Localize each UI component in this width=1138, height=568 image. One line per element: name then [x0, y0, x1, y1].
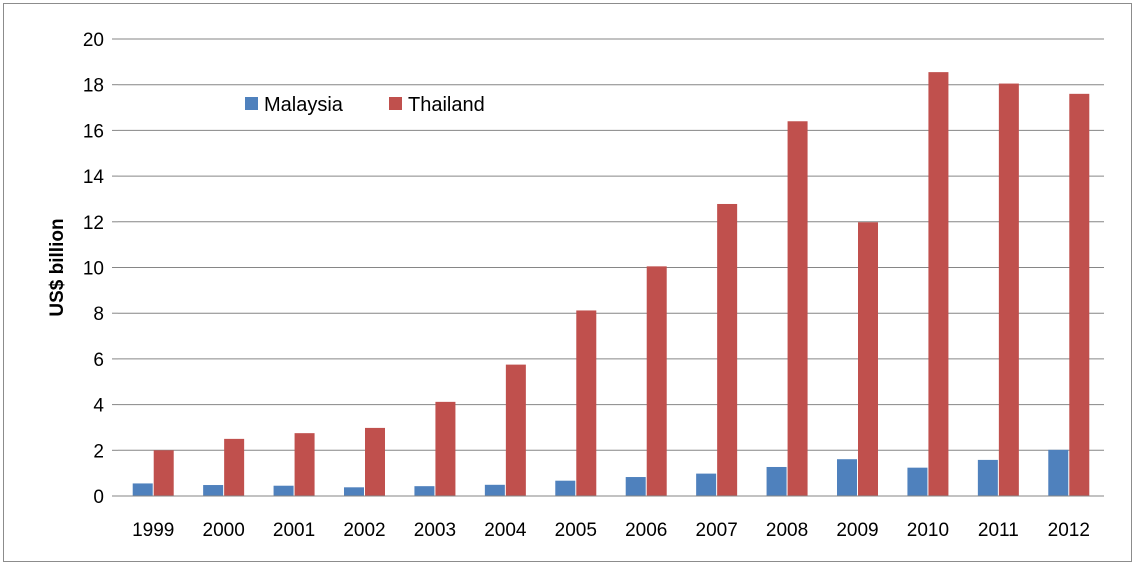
x-tick-label: 2001 — [273, 520, 315, 541]
y-axis-title: US$ billion — [47, 218, 68, 316]
y-tick-label: 18 — [83, 76, 104, 97]
bar-thailand-2007 — [717, 203, 738, 497]
x-tick-label: 2004 — [484, 520, 527, 541]
bar-malaysia-2002 — [344, 487, 364, 496]
x-axis-tick-labels: 1999 2000 2001 2002 2003 2004 2005 2006 2007 2008… — [132, 520, 1090, 541]
y-tick-label: 0 — [93, 487, 104, 508]
bar-malaysia-1999 — [132, 483, 153, 496]
x-tick-label: 2011 — [978, 520, 1019, 541]
y-tick-label: 10 — [83, 259, 104, 280]
x-tick-label: 2008 — [766, 520, 808, 541]
bar-malaysia-2003 — [414, 486, 435, 496]
x-tick-label: 2010 — [907, 520, 949, 541]
x-tick-label: 2002 — [343, 520, 385, 541]
x-tick-label: 2006 — [625, 520, 667, 541]
y-tick-label: 12 — [83, 213, 104, 234]
x-tick-label: 2000 — [203, 520, 245, 541]
bar-thailand-2005 — [576, 310, 597, 496]
bar-malaysia-2010 — [907, 467, 928, 496]
y-tick-label: 6 — [93, 350, 104, 371]
bar-thailand-2001 — [294, 433, 315, 496]
bar-thailand-2008 — [787, 121, 808, 496]
x-tick-label: 1999 — [132, 520, 174, 541]
x-tick-label: 2012 — [1048, 520, 1090, 541]
legend-label-malaysia: Malaysia — [264, 94, 344, 116]
bar-thailand-2000 — [224, 438, 245, 496]
bar-malaysia-2004 — [484, 484, 505, 496]
bar-thailand-1999 — [153, 450, 174, 496]
legend-label-thailand: Thailand — [408, 94, 485, 116]
y-tick-label: 8 — [93, 304, 104, 325]
bar-malaysia-2001 — [273, 485, 294, 496]
bar-thailand-2004 — [505, 364, 526, 496]
y-tick-label: 2 — [93, 441, 104, 462]
y-tick-label: 4 — [93, 396, 104, 417]
legend: Malaysia Thailand — [245, 94, 485, 116]
x-tick-label: 2009 — [836, 520, 878, 541]
y-tick-label: 16 — [83, 121, 104, 142]
gridlines — [112, 38, 1104, 497]
bar-thailand-2009 — [858, 222, 878, 496]
y-tick-label: 20 — [83, 30, 104, 51]
x-tick-label: 2005 — [555, 520, 597, 541]
bar-malaysia-2011 — [977, 459, 998, 496]
bar-thailand-2002 — [365, 427, 385, 496]
legend-swatch-malaysia — [245, 97, 258, 110]
y-tick-label: 14 — [83, 167, 105, 188]
bar-malaysia-2006 — [625, 477, 646, 496]
bar-malaysia-2005 — [555, 480, 576, 496]
bar-malaysia-2008 — [766, 466, 787, 496]
bar-malaysia-2000 — [203, 485, 224, 496]
bars — [132, 72, 1090, 497]
bar-thailand-2003 — [435, 401, 456, 496]
bar-malaysia-2007 — [696, 473, 717, 496]
y-axis-tick-labels: 0 2 4 6 8 10 12 14 16 18 20 — [83, 30, 105, 508]
legend-swatch-thailand — [389, 97, 402, 110]
bar-thailand-2006 — [646, 266, 667, 496]
x-tick-label: 2003 — [414, 520, 456, 541]
bar-malaysia-2012 — [1048, 449, 1069, 496]
bar-thailand-2010 — [928, 72, 949, 496]
x-tick-label: 2007 — [696, 520, 738, 541]
bar-thailand-2012 — [1069, 93, 1090, 496]
bar-thailand-2011 — [998, 83, 1019, 497]
bar-malaysia-2009 — [837, 459, 857, 496]
